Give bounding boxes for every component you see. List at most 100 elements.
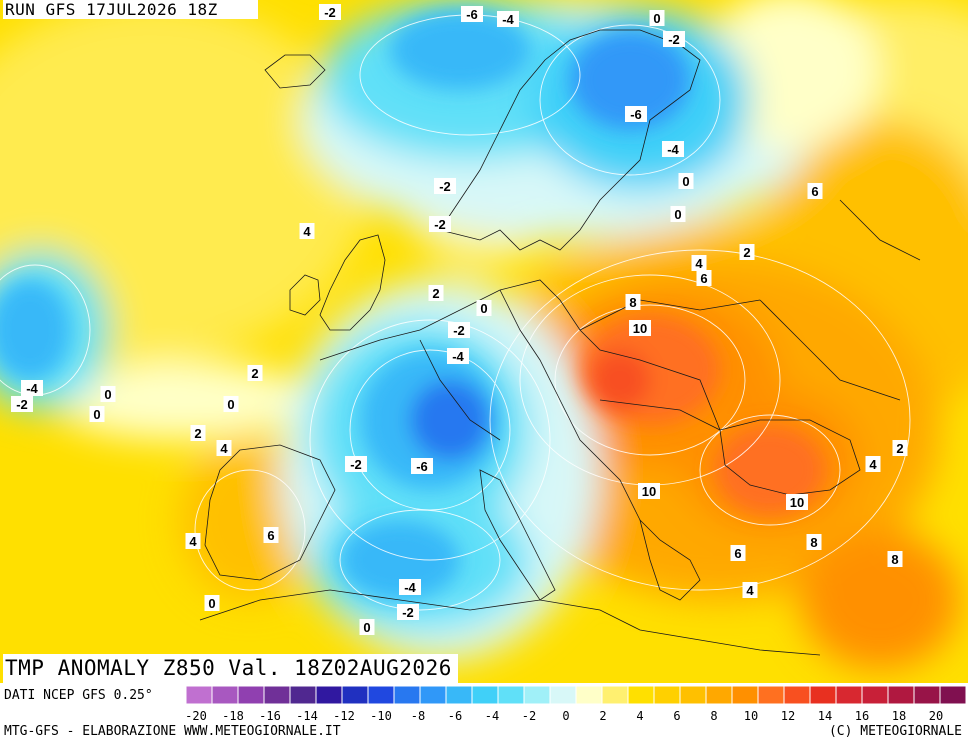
legend-tick-label: -4 [485,709,499,723]
contour-label-box [223,396,239,412]
contour-label-text: -4 [26,381,38,396]
coastline-iceland [264,54,326,89]
contour-label-text: 0 [104,387,111,402]
contour-label-text: 6 [700,271,707,286]
legend-swatch [211,686,239,705]
contour-label: 4 [742,582,758,598]
contour-label-text: 10 [633,321,647,336]
contour-label-text: 10 [642,484,656,499]
contour-label: 0 [678,173,694,189]
legend-tick-label: -16 [259,709,281,723]
contour-label-text: -2 [402,605,414,620]
contour-label-text: -2 [350,457,362,472]
contour-label: -2 [11,396,33,412]
contour-label: 6 [696,270,712,286]
contour-label-text: -6 [416,459,428,474]
contour-label-text: 6 [811,184,818,199]
contour-label-box [691,255,707,271]
contour-label-box [345,456,367,472]
legend-tick-label: 18 [892,709,906,723]
contour-label: -2 [434,178,456,194]
contour-label-box [399,579,421,595]
contour-label-box [696,270,712,286]
legend-tick-label: 2 [599,709,606,723]
contour-label: 6 [807,183,823,199]
contour-label-text: 8 [891,552,898,567]
legend-swatch [341,686,369,705]
contour-label-box [806,534,822,550]
contour-label-box [447,348,469,364]
legend-swatch [731,686,759,705]
contour-label-text: 4 [695,256,703,271]
legend-tick-label: -20 [186,709,207,723]
contour-label-box [89,406,105,422]
contour-label-box [865,456,881,472]
credit-label: MTG-GFS - ELABORAZIONE WWW.METEOGIORNALE… [4,724,341,739]
contour-label-text: 8 [810,535,817,550]
legend-swatch [263,686,291,705]
legend-tick-label: -14 [296,709,318,723]
contour-label-box [100,386,116,402]
contour-label-text: 0 [682,174,689,189]
contour-label: 10 [629,320,651,336]
contour-label-text: -2 [16,397,28,412]
contour-label-box [263,527,279,543]
contour-label: 6 [263,527,279,543]
legend-tick-label: 4 [636,709,643,723]
legend-swatch [653,686,681,705]
contour-label-text: -4 [502,12,514,27]
legend-swatch [939,686,966,705]
contour-label-text: -2 [453,323,465,338]
contour-label: 4 [865,456,881,472]
coastline-europe [319,279,721,431]
contour-label-box [742,582,758,598]
legend-swatch [315,686,343,705]
contour-label-box [216,440,232,456]
contour-label-text: 0 [93,407,100,422]
contour-label-text: -6 [466,7,478,22]
contour-label-text: -4 [452,349,464,364]
contour-label-box [739,244,755,260]
contour-label-text: 0 [674,207,681,222]
contour-label: 0 [89,406,105,422]
contour-label-box [247,365,263,381]
contour-label: -6 [461,6,483,22]
data-source-label: DATI NCEP GFS 0.25° [4,688,153,703]
contour-label-box [397,604,419,620]
legend-swatch [186,686,213,705]
contour-label: 2 [247,365,263,381]
contour-label-box [448,322,470,338]
contour-label-text: 4 [869,457,877,472]
contour-label-text: 8 [629,295,636,310]
legend-swatch [471,686,499,705]
contour-label-text: 2 [743,245,750,260]
legend-swatch [549,686,577,705]
contour-label-text: -2 [324,5,336,20]
color-legend: -20 -18 -16 -14 -12 -10 -8 -6 -4 -2 0 2 4 6 8 10 12 14 16 1… [186,686,966,723]
legend-swatch [601,686,629,705]
contour-label-text: -2 [434,217,446,232]
contour-label: 8 [806,534,822,550]
contour-label-box [730,545,746,561]
coastline-north-africa [199,589,821,656]
contour-label-text: 0 [653,11,660,26]
contour-label-box [678,173,694,189]
contour-label-text: 0 [208,596,215,611]
contour-label-box [299,223,315,239]
contour-label-text: 4 [189,534,197,549]
contour-label: 8 [887,551,903,567]
contour-label: -2 [663,31,685,47]
legend-tick-label: -18 [222,709,244,723]
contour-label: -6 [411,458,433,474]
contour-label: 0 [359,619,375,635]
legend-swatch [913,686,941,705]
legend-tick-label: 0 [562,709,569,723]
contour-label-text: 0 [363,620,370,635]
legend-tick-label: 12 [781,709,795,723]
contour-label-box [428,285,444,301]
legend-swatch [367,686,395,705]
contour-label: 2 [892,440,908,456]
contour-label-text: -6 [630,107,642,122]
contour-label: -4 [497,11,519,27]
contour-label-box [476,300,492,316]
